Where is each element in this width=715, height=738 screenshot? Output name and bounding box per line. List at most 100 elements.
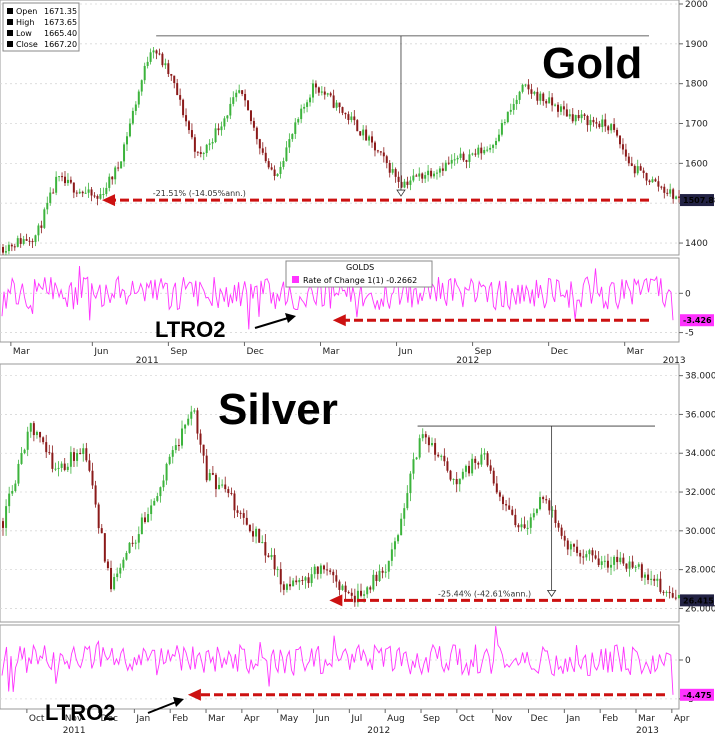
silver-price-candle — [591, 550, 594, 556]
gold-price-candle — [441, 168, 444, 171]
silver-price-candle — [193, 410, 196, 412]
gold-price-candle — [660, 186, 663, 188]
silver-price-candle — [378, 570, 381, 581]
gold-price-candle — [394, 169, 397, 177]
gold-price-candle — [480, 147, 483, 154]
ohlc-legend-swatch — [7, 30, 13, 36]
silver-price-candle — [116, 573, 119, 578]
gold-price-candle — [137, 91, 140, 105]
gold-price-candle — [527, 84, 530, 90]
silver-price-candle — [610, 564, 613, 568]
gold-price-candle — [196, 151, 199, 153]
gold-price-candle — [87, 189, 90, 193]
gold-price-candle — [332, 95, 335, 108]
gold-roc-last-value-tag-bg — [680, 314, 714, 327]
silver-price-candle — [245, 517, 248, 525]
silver-price-candle — [474, 458, 477, 463]
gold-price-candle — [84, 192, 87, 194]
silver-price-candle — [523, 524, 526, 528]
gold-price-candle — [565, 109, 568, 117]
gold-roc-year-label: 2012 — [456, 356, 479, 366]
gold-price-candle — [55, 176, 58, 193]
gold-price-candle — [338, 102, 341, 108]
silver-price-candle — [665, 591, 668, 593]
gold-price-candle — [551, 97, 554, 106]
gold-price-candle — [140, 80, 143, 92]
gold-price-candle — [492, 145, 495, 148]
silver-price-candle — [674, 597, 677, 599]
silver-roc-year-label: 2011 — [63, 726, 86, 736]
gold-drop-marker — [396, 189, 406, 197]
silver-price-candle — [338, 581, 341, 590]
silver-roc-x-tick-label: Nov — [65, 714, 83, 724]
gold-price-candle — [125, 136, 128, 145]
gold-price-candle — [657, 181, 660, 187]
silver-roc-x-tick-label: Apr — [244, 714, 260, 724]
silver-price-candle — [415, 457, 418, 460]
silver-price-candle — [236, 510, 239, 513]
silver-price-candle — [455, 478, 458, 485]
silver-price-candle — [113, 577, 116, 590]
silver-price-candle — [316, 566, 319, 574]
silver-price-candle — [440, 455, 443, 457]
silver-price-candle — [468, 465, 471, 474]
silver-price-y-tick-label: 26.000 — [685, 604, 715, 614]
silver-price-candle — [60, 463, 63, 468]
gold-price-candle — [468, 154, 471, 162]
gold-price-candle — [282, 161, 285, 167]
ohlc-legend-value: 1665.40 — [44, 29, 77, 38]
gold-title: Gold — [542, 39, 642, 88]
gold-price-candle — [601, 119, 604, 128]
gold-roc-y-tick-label: 0 — [685, 289, 691, 299]
silver-price-candle — [289, 584, 292, 587]
silver-price-candle — [412, 459, 415, 474]
silver-price-candle — [125, 552, 128, 560]
gold-price-candle — [577, 114, 580, 119]
silver-price-candle — [532, 513, 535, 518]
gold-price-candle — [636, 166, 639, 174]
gold-price-candle — [69, 179, 72, 183]
silver-price-candle — [640, 564, 643, 578]
silver-price-candle — [131, 542, 134, 544]
gold-price-candle — [61, 176, 64, 178]
silver-price-candle — [542, 497, 545, 500]
gold-price-candle — [548, 97, 551, 104]
silver-price-candle — [662, 591, 665, 593]
silver-price-candle — [326, 569, 329, 571]
silver-roc-year-label: 2013 — [636, 726, 659, 736]
silver-price-candle — [143, 517, 146, 522]
gold-price-candle — [388, 162, 391, 173]
gold-price-candle — [31, 241, 34, 243]
ohlc-legend-swatch — [7, 41, 13, 47]
silver-price-candle — [498, 492, 501, 497]
silver-price-candle — [360, 590, 363, 596]
silver-price-candle — [659, 578, 662, 592]
gold-roc-x-tick-label: Mar — [13, 347, 30, 357]
silver-price-candle — [588, 550, 591, 555]
silver-price-candle — [551, 509, 554, 511]
silver-price-candle — [353, 595, 356, 603]
silver-price-candle — [239, 512, 242, 514]
silver-roc-x-tick-label: Feb — [602, 714, 618, 724]
gold-roc-x-tick-label: Dec — [246, 347, 263, 357]
silver-price-candle — [85, 448, 88, 461]
gold-price-candle — [270, 167, 273, 170]
gold-price-candle — [580, 114, 583, 119]
gold-price-candle — [344, 112, 347, 115]
silver-price-candle — [554, 509, 557, 524]
gold-price-candle — [208, 143, 211, 145]
silver-price-candle — [545, 499, 548, 501]
silver-price-candle — [585, 554, 588, 558]
gold-price-candle — [356, 120, 359, 132]
silver-price-candle — [477, 462, 480, 465]
silver-price-y-tick-label: 32.000 — [685, 488, 715, 498]
gold-price-candle — [530, 89, 533, 94]
gold-price-candle — [610, 124, 613, 131]
gold-price-candle — [542, 93, 545, 102]
gold-price-candle — [314, 83, 317, 88]
gold-price-candle — [515, 99, 518, 105]
gold-price-candle — [96, 196, 99, 199]
ohlc-legend-value: 1667.20 — [44, 40, 77, 49]
silver-price-candle — [603, 560, 606, 562]
silver-price-y-tick-label: 28.000 — [685, 566, 715, 576]
